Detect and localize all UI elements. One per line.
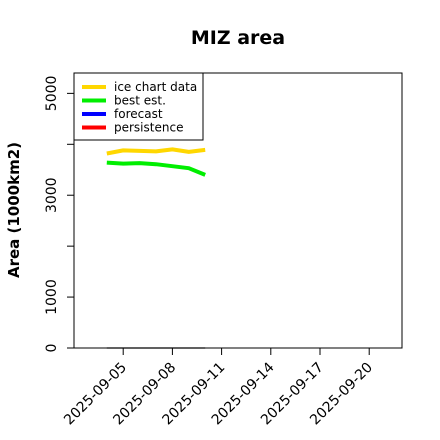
y-tick-label: 1000 [44,279,60,315]
legend-label: best est. [114,94,166,108]
legend-label: ice chart data [114,80,197,94]
y-axis-label: Area (1000km2) [5,142,23,278]
series-line-ice-chart-data [106,147,206,156]
series-line-best-est [106,160,206,177]
legend-label: persistence [114,121,183,135]
y-tick-label: 5000 [44,76,60,112]
y-tick-label: 0 [44,344,60,353]
data-layer [106,147,206,349]
plot-frame [73,72,403,349]
legend-label: forecast [114,107,163,121]
y-tick-label: 3000 [44,177,60,213]
chart-title: MIZ area [191,27,285,49]
